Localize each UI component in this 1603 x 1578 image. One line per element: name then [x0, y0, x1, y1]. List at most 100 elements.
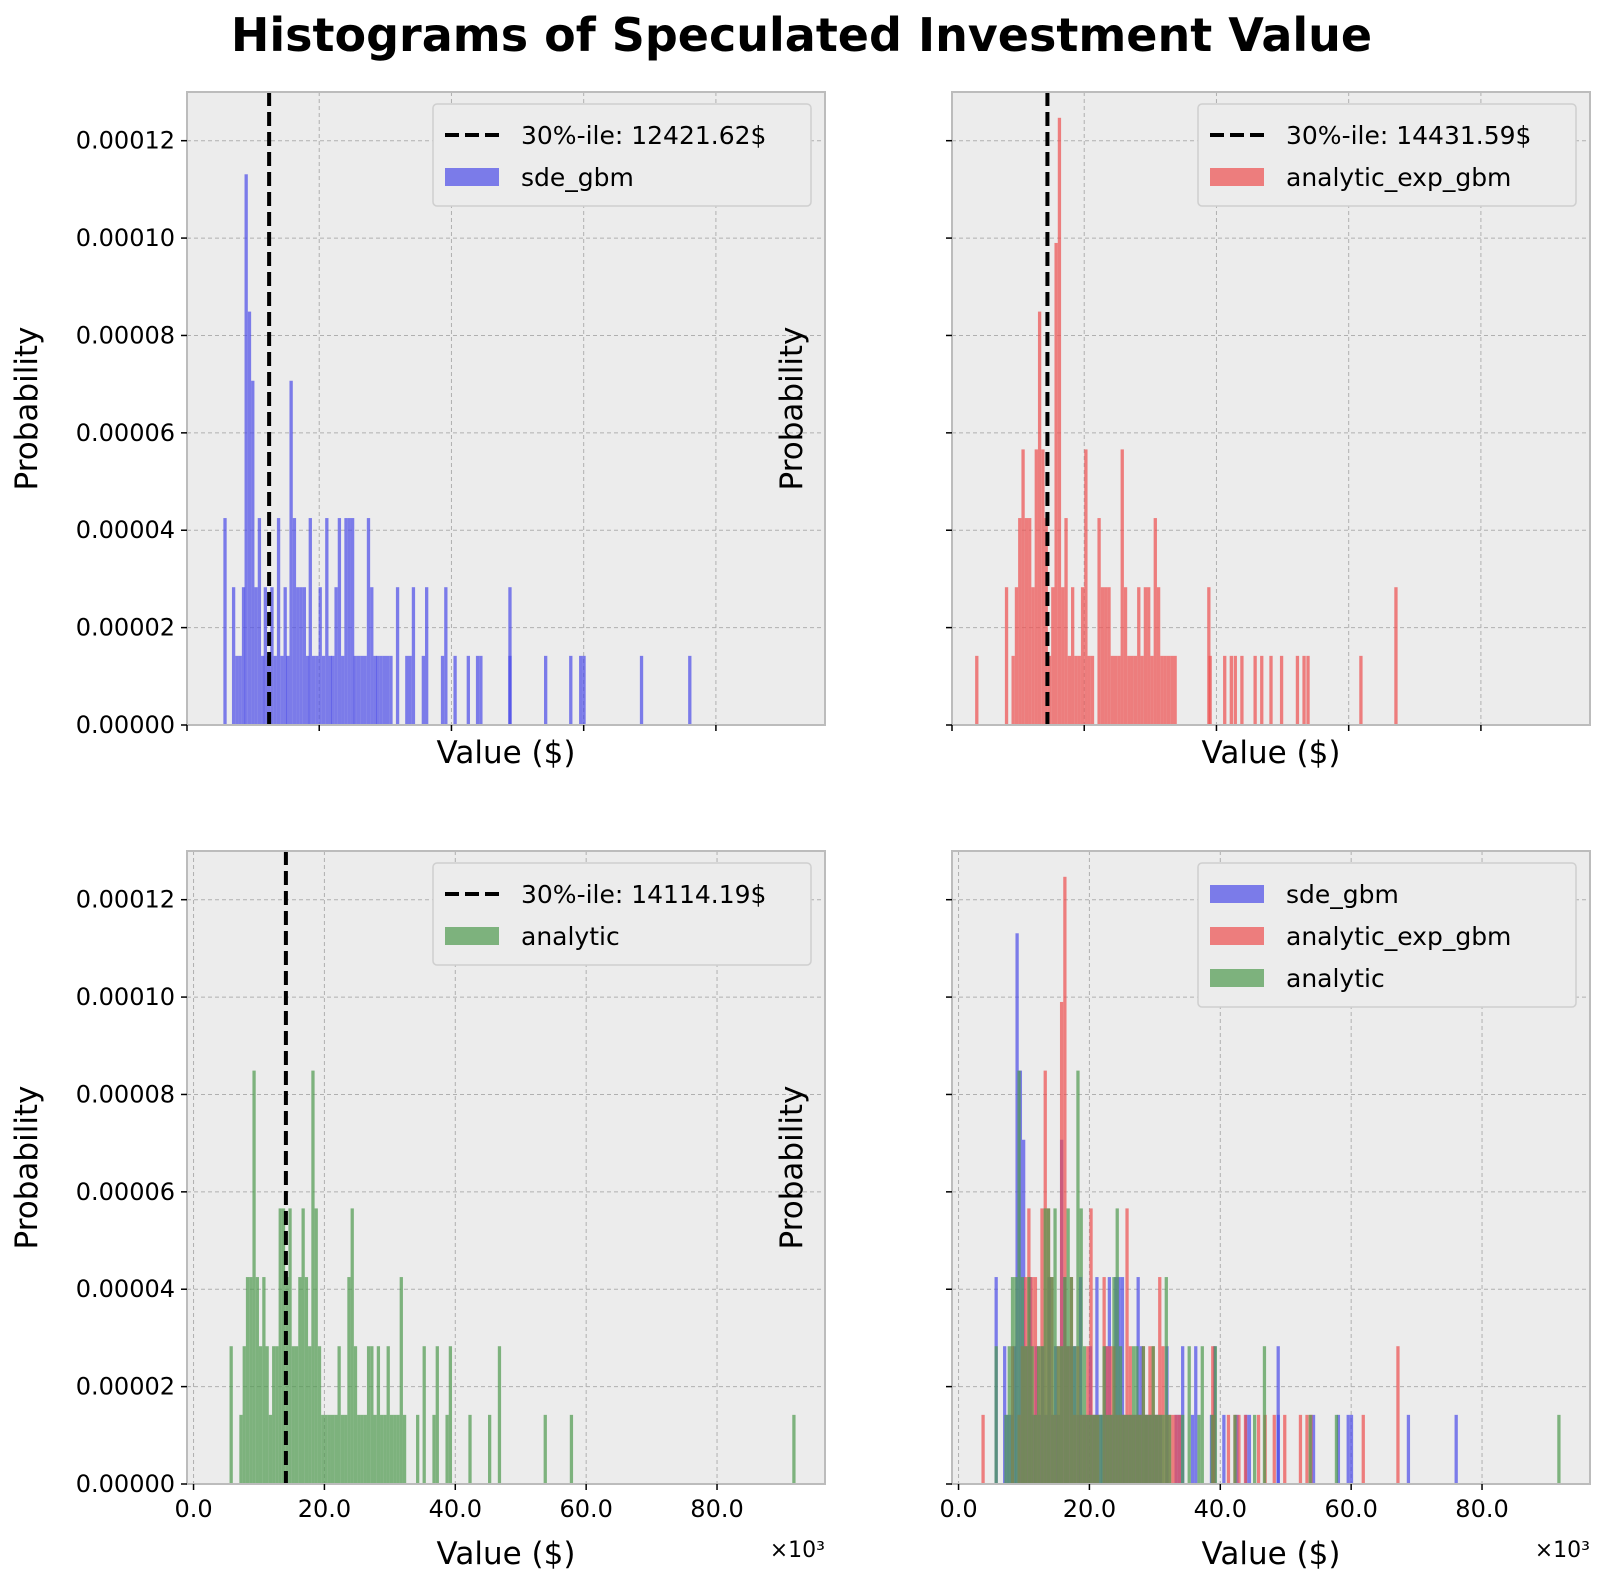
y-tick-label: 0.00002	[76, 614, 175, 642]
legend-swatch	[1210, 168, 1264, 186]
histogram-bar	[405, 655, 409, 725]
y-axis-label: Probability	[9, 1086, 45, 1250]
x-tick-label: 0.0	[939, 1495, 977, 1523]
legend-box	[1197, 862, 1577, 1008]
histogram-bar	[1123, 587, 1128, 725]
histogram-bar	[255, 1277, 259, 1484]
histogram-bar	[347, 1277, 351, 1484]
histogram-bar	[1033, 1414, 1038, 1484]
histogram-bar	[1082, 1346, 1087, 1484]
histogram-bar	[579, 655, 583, 725]
histogram-bar	[291, 1346, 295, 1484]
histogram-bar	[1112, 1277, 1116, 1484]
histogram-bar	[508, 655, 512, 725]
histogram-bar	[370, 1346, 374, 1484]
histogram-bar	[1253, 1414, 1257, 1484]
histogram-bar	[1004, 587, 1009, 725]
histogram-bar	[1007, 1346, 1011, 1484]
legend-label: analytic	[521, 922, 620, 951]
histogram-bar	[330, 1414, 335, 1484]
legend: sde_gbm analytic_exp_gbm analytic	[1197, 862, 1577, 1008]
histogram-bar	[1135, 1346, 1139, 1484]
histogram-bar	[1033, 1277, 1038, 1484]
histogram-bar	[380, 1414, 384, 1484]
x-tick-label: 20.0	[1063, 1495, 1116, 1523]
histogram-bar	[1187, 1346, 1191, 1484]
histogram-bar	[382, 655, 387, 725]
histogram-bar	[261, 655, 265, 725]
histogram-bar	[1043, 1208, 1047, 1484]
histogram-bar	[275, 1346, 279, 1484]
histogram-bar	[1174, 1414, 1178, 1484]
histogram-bar	[1141, 1346, 1146, 1484]
histogram-bar	[402, 1414, 407, 1484]
histogram-bar	[1190, 1414, 1195, 1484]
histogram-bar	[308, 1346, 312, 1484]
histogram-bar	[1151, 1346, 1155, 1484]
histogram-bar	[1305, 1414, 1309, 1484]
y-tick-label: 0.00008	[76, 321, 175, 349]
histogram-bar	[1010, 1277, 1015, 1484]
histogram-bar	[1076, 1070, 1080, 1484]
histogram-bar	[1181, 1414, 1185, 1484]
x-tick-label: 60.0	[1324, 1495, 1377, 1523]
histogram-bar	[383, 1414, 387, 1484]
histogram-bar	[239, 1414, 243, 1484]
histogram-bar	[1097, 518, 1101, 725]
legend-label: analytic_exp_gbm	[1286, 922, 1511, 951]
legend-swatch	[1210, 927, 1264, 945]
histogram-bar	[488, 1414, 492, 1484]
histogram-bar	[1128, 1414, 1132, 1484]
histogram-bar	[304, 1277, 309, 1484]
histogram-bar	[1080, 587, 1085, 725]
histogram-bar	[268, 1414, 273, 1484]
x-tick-label: 20.0	[298, 1495, 351, 1523]
legend: 30%-ile: 14114.19$ analytic	[432, 862, 812, 966]
histogram-bar	[363, 1414, 367, 1484]
histogram-bar	[1150, 655, 1154, 725]
histogram-bar	[286, 655, 290, 725]
histogram-bar	[435, 1346, 439, 1484]
x-offset-label: ×10³	[770, 1538, 825, 1563]
histogram-bar	[379, 655, 383, 725]
histogram-bar	[298, 1277, 302, 1484]
y-tick-label: 0.00006	[76, 419, 175, 447]
y-tick-label: 0.00010	[76, 983, 175, 1011]
histogram-bar	[327, 1414, 331, 1484]
histogram-bar	[306, 655, 310, 725]
histogram-bar	[311, 655, 316, 725]
histogram-bar	[1046, 1208, 1051, 1484]
histogram-bar	[1243, 1414, 1248, 1484]
histogram-bar	[370, 587, 374, 725]
histogram-bar	[1247, 1414, 1252, 1484]
histogram-bar	[350, 1208, 354, 1484]
histogram-bar	[244, 174, 248, 726]
histogram-bar	[258, 1346, 263, 1484]
histogram-bar	[1059, 1346, 1064, 1484]
histogram-bar	[1120, 449, 1124, 725]
y-axis-label: Probability	[774, 327, 810, 491]
histogram-bar	[1023, 1346, 1028, 1484]
histogram-bar	[1053, 1208, 1057, 1484]
histogram-bar	[289, 380, 293, 725]
histogram-bar	[1346, 1414, 1350, 1484]
y-tick-label: 0.00012	[76, 886, 175, 914]
x-tick-label: 80.0	[690, 1495, 743, 1523]
histogram-bar	[1454, 1414, 1458, 1484]
histogram-bar	[1102, 1346, 1106, 1484]
legend-swatch	[445, 168, 499, 186]
histogram-bar	[301, 1208, 305, 1484]
legend-label: 30%-ile: 12421.62$	[521, 121, 766, 150]
histogram-bar	[1283, 1414, 1287, 1484]
histogram-bar	[1040, 1208, 1044, 1484]
histogram-bar	[344, 518, 348, 725]
y-tick-label: 0.00000	[76, 711, 175, 739]
legend-label: 30%-ile: 14114.19$	[521, 880, 766, 909]
histogram-bar	[1021, 449, 1025, 725]
histogram-bar	[569, 1414, 574, 1484]
histogram-bar	[1163, 655, 1167, 725]
histogram-bar	[1122, 1414, 1126, 1484]
legend-label: 30%-ile: 14431.59$	[1286, 121, 1531, 150]
histogram-bar	[425, 587, 429, 725]
histogram-bar	[1015, 933, 1019, 1484]
